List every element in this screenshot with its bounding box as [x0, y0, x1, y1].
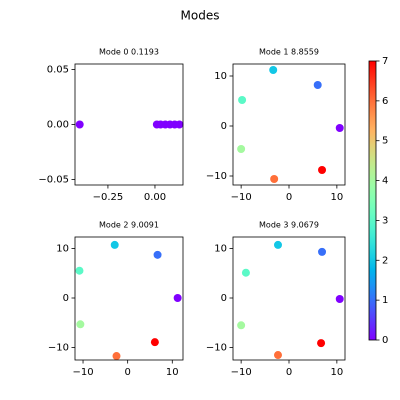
- y-tick-label: −10: [206, 171, 227, 182]
- y-tick-label: 10: [214, 71, 227, 82]
- point: [173, 294, 182, 303]
- y-tick-label: −10: [206, 343, 227, 354]
- x-tick-label: −0.25: [93, 192, 124, 203]
- y-tick-label: 0: [221, 121, 227, 132]
- axes-frame: [74, 236, 184, 361]
- colorbar: [368, 60, 377, 341]
- y-tick-label: −10: [48, 343, 69, 354]
- y-tick-label: −0.05: [38, 175, 69, 186]
- subplot-title: Mode 0 0.1193: [99, 48, 159, 57]
- point: [237, 321, 246, 330]
- colorbar-tick-label: 5: [382, 136, 388, 147]
- point: [75, 266, 84, 275]
- x-tick-label: 0: [286, 192, 292, 203]
- point: [270, 175, 279, 183]
- point: [335, 294, 344, 303]
- point: [112, 352, 121, 361]
- colorbar-tick-label: 7: [382, 56, 388, 67]
- x-tick-label: 0: [286, 367, 292, 378]
- colorbar-tick-label: 3: [382, 215, 388, 226]
- colorbar-tick-label: 6: [382, 96, 388, 107]
- point: [241, 268, 250, 277]
- point: [318, 247, 327, 256]
- subplot-title: Mode 3 9.0679: [259, 221, 319, 230]
- point: [238, 96, 247, 104]
- point: [273, 351, 282, 360]
- y-tick-label: 0.00: [47, 120, 69, 131]
- y-tick-label: 0.05: [47, 65, 69, 76]
- x-tick-label: 0.00: [144, 192, 166, 203]
- point: [153, 250, 162, 259]
- x-tick-label: 10: [166, 367, 179, 378]
- y-tick-label: 0: [63, 293, 69, 304]
- figure-title: Modes: [181, 9, 220, 23]
- x-tick-label: 10: [330, 192, 343, 203]
- point: [76, 320, 85, 329]
- x-tick-label: 0: [124, 367, 130, 378]
- point: [150, 338, 159, 347]
- point: [237, 145, 246, 153]
- axes-frame: [232, 63, 346, 186]
- point: [313, 81, 322, 89]
- point: [318, 166, 327, 174]
- point: [175, 120, 184, 129]
- colorbar-tick-label: 2: [382, 255, 388, 266]
- colorbar-tick-label: 1: [382, 295, 388, 306]
- point: [335, 124, 344, 132]
- point: [110, 240, 119, 249]
- y-tick-label: 0: [221, 293, 227, 304]
- y-tick-label: 10: [214, 243, 227, 254]
- subplot-title: Mode 1 8.8559: [259, 48, 319, 57]
- x-tick-label: −10: [231, 367, 252, 378]
- point: [317, 339, 326, 348]
- colorbar-tick-label: 4: [382, 176, 388, 187]
- x-tick-label: −10: [231, 192, 252, 203]
- x-tick-label: −10: [72, 367, 93, 378]
- point: [75, 120, 84, 129]
- colorbar-tick-label: 0: [382, 335, 388, 346]
- subplot-title: Mode 2 9.0091: [99, 221, 159, 230]
- point: [273, 240, 282, 249]
- x-tick-label: 10: [330, 367, 343, 378]
- axes-frame: [232, 236, 346, 361]
- point: [269, 66, 278, 74]
- axes-frame: [74, 63, 184, 186]
- y-tick-label: 10: [56, 243, 69, 254]
